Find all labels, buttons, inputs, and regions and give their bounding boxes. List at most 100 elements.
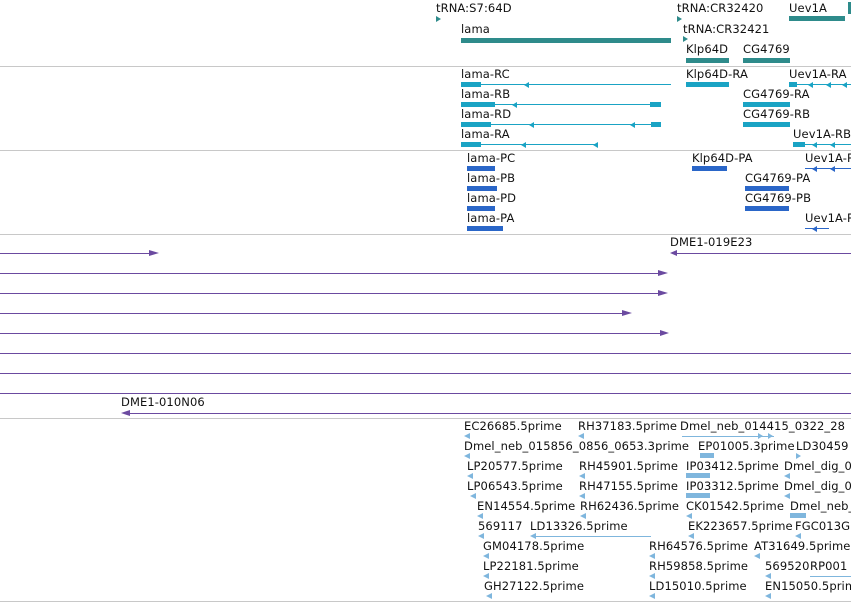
est-label[interactable]: LD15010.5prime	[649, 579, 747, 593]
protein-label: Uev1A-PA	[805, 151, 851, 165]
est-label[interactable]: Dmel_neb_014415_0322_28	[680, 419, 846, 433]
est-label[interactable]: CK01542.5prime	[686, 499, 785, 513]
est-label[interactable]: EN15050.5prime	[765, 579, 851, 593]
est-glyph	[686, 513, 692, 519]
clone-line[interactable]	[0, 373, 851, 374]
protein-label: lama-PD	[467, 191, 517, 205]
protein-glyph	[467, 206, 495, 211]
strand-arrow	[630, 122, 635, 128]
strand-arrow	[658, 270, 668, 276]
est-label[interactable]: Dmel_dig_0	[784, 459, 851, 473]
est-glyph	[483, 573, 489, 579]
est-glyph	[536, 536, 651, 537]
clone-label: DME1-010N06	[121, 395, 205, 409]
est-label[interactable]: RH59858.5prime	[649, 559, 749, 573]
protein-label: lama-PB	[467, 171, 516, 185]
exon	[461, 142, 481, 147]
est-label[interactable]: 569117	[478, 519, 523, 533]
est-label[interactable]: RH62436.5prime	[580, 499, 680, 513]
protein-label: CG4769-PA	[745, 171, 811, 185]
strand-arrow	[121, 410, 130, 416]
strand-arrow	[660, 330, 669, 336]
clone-line[interactable]	[0, 353, 851, 354]
exon	[461, 82, 481, 87]
intron	[481, 84, 671, 85]
est-label[interactable]: LP20577.5prime	[467, 459, 563, 473]
est-label[interactable]: IP03412.5prime	[686, 459, 779, 473]
strand-arrow	[524, 82, 529, 88]
est-label[interactable]: LD30459	[796, 439, 849, 453]
clone-line	[0, 333, 660, 334]
est-glyph	[579, 493, 585, 499]
gene-label: tRNA:CR32421	[683, 22, 770, 36]
est-glyph	[478, 533, 484, 539]
track-divider	[0, 66, 851, 67]
est-glyph	[686, 493, 710, 498]
est-glyph	[754, 553, 760, 559]
est-glyph	[795, 533, 801, 539]
est-label[interactable]: AT31649.5prime	[754, 539, 851, 553]
strand-arrow	[842, 82, 847, 88]
est-label[interactable]: EP01005.3prime	[698, 439, 795, 453]
strand-arrow	[521, 142, 526, 148]
est-label[interactable]: RP001	[810, 559, 848, 573]
est-label[interactable]: EK223657.5prime	[688, 519, 793, 533]
protein-glyph	[805, 168, 851, 169]
intron	[491, 124, 651, 125]
est-glyph	[649, 573, 655, 579]
gene-label: Klp64D	[686, 42, 729, 56]
est-label[interactable]: RH47155.5prime	[579, 479, 679, 493]
gene-label: tRNA:CR32420	[677, 1, 764, 15]
est-label[interactable]: Dmel_dig_0	[784, 479, 851, 493]
track-divider	[0, 418, 851, 419]
est-label[interactable]: EN14554.5prime	[477, 499, 576, 513]
est-label[interactable]: FGC013G	[795, 519, 851, 533]
est-label[interactable]: RH45901.5prime	[579, 459, 679, 473]
est-glyph	[790, 513, 806, 518]
protein-label: lama-PC	[467, 151, 516, 165]
protein-glyph	[467, 186, 497, 191]
protein-glyph	[467, 226, 503, 231]
est-label[interactable]: LD13326.5prime	[530, 519, 628, 533]
est-glyph	[464, 453, 470, 459]
track-divider	[0, 150, 851, 151]
est-label[interactable]: Dmel_neb_	[790, 499, 851, 513]
est-label[interactable]: Dmel_neb_015856_0856_0653.3prime	[464, 439, 690, 453]
est-label[interactable]: GH27122.5prime	[484, 579, 585, 593]
gene-glyph	[436, 16, 441, 22]
gene-glyph	[686, 58, 729, 63]
est-label[interactable]: LP22181.5prime	[483, 559, 579, 573]
strand-arrow	[593, 142, 598, 148]
est-label[interactable]: 569520	[765, 559, 810, 573]
est-glyph	[649, 553, 655, 559]
strand-arrow	[808, 82, 813, 88]
protein-label: lama-PA	[467, 211, 515, 225]
intron	[495, 104, 650, 105]
est-label[interactable]: IP03312.5prime	[686, 479, 779, 493]
strand-arrow	[512, 102, 517, 108]
gene-glyph	[677, 16, 682, 22]
gene-glyph	[683, 36, 688, 42]
strand-arrow	[812, 142, 817, 148]
est-label[interactable]: RH64576.5prime	[649, 539, 749, 553]
est-glyph	[768, 433, 773, 439]
est-glyph	[579, 473, 585, 479]
est-label[interactable]: GM04178.5prime	[483, 539, 585, 553]
strand-arrow	[622, 310, 632, 316]
clone-line	[677, 253, 851, 254]
est-glyph	[483, 553, 489, 559]
est-label[interactable]: LP06543.5prime	[467, 479, 563, 493]
clone-line	[130, 413, 851, 414]
clone-line	[0, 253, 149, 254]
strand-arrow	[830, 166, 835, 172]
transcript-label: CG4769-RB	[743, 107, 811, 121]
exon	[743, 102, 790, 107]
est-glyph	[470, 493, 476, 499]
est-label[interactable]: EC26685.5prime	[464, 419, 562, 433]
exon	[650, 102, 661, 107]
clone-line[interactable]	[0, 393, 851, 394]
est-glyph	[578, 433, 584, 439]
est-label[interactable]: RH37183.5prime	[578, 419, 678, 433]
strand-arrow	[149, 250, 159, 256]
transcript-label: lama-RB	[461, 87, 511, 101]
